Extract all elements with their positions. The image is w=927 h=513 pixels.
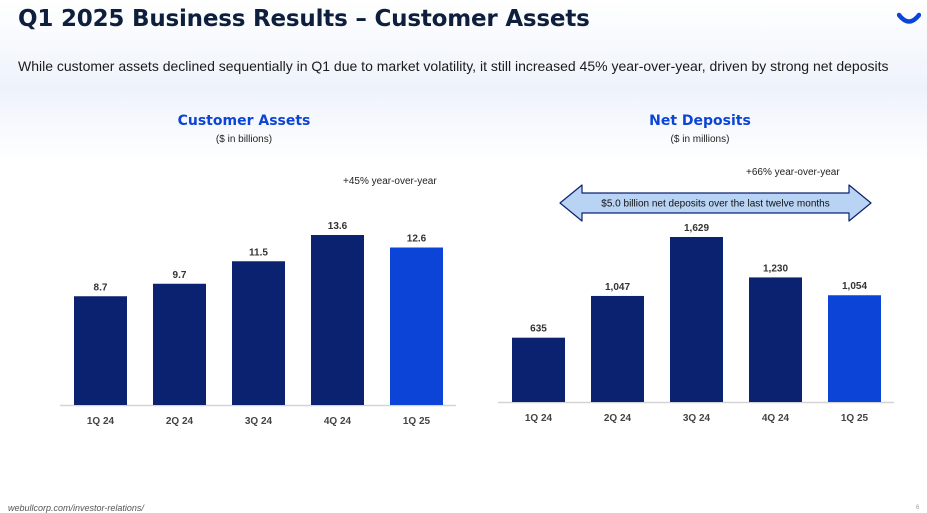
customer-assets-value-label: 11.5 [249, 247, 268, 258]
net-deposits-chart-unit: ($ in millions) [670, 134, 730, 145]
net-deposits-bar [828, 295, 881, 402]
footer-url[interactable]: webullcorp.com/investor-relations/ [8, 503, 144, 513]
net-deposits-value-label: 1,629 [684, 223, 709, 234]
net-deposits-category-label: 1Q 25 [841, 413, 869, 424]
customer-assets-category-label: 1Q 25 [403, 416, 431, 427]
customer-assets-category-label: 2Q 24 [166, 416, 194, 427]
net-deposits-category-label: 1Q 24 [525, 413, 553, 424]
customer-assets-bar [153, 283, 206, 405]
customer-assets-bar [390, 247, 443, 405]
net-deposits-value-label: 1,054 [842, 281, 867, 292]
net-deposits-bar [749, 277, 802, 402]
customer-assets-chart-unit: ($ in billions) [215, 134, 273, 145]
customer-assets-value-label: 13.6 [328, 221, 348, 232]
net-deposits-category-label: 2Q 24 [604, 413, 632, 424]
customer-assets-category-label: 3Q 24 [245, 416, 273, 427]
net-deposits-chart-title: Net Deposits [649, 113, 751, 129]
ltm-net-deposits-callout-text: $5.0 billion net deposits over the last … [601, 199, 829, 210]
net-deposits-bar [670, 237, 723, 402]
customer-assets-value-label: 8.7 [94, 282, 108, 293]
net-deposits-value-label: 1,047 [605, 282, 630, 293]
page-subtitle: While customer assets declined sequentia… [18, 58, 889, 74]
customer-assets-chart: 8.7 1Q 24 9.7 2Q 24 11.5 3Q 24 13.6 4Q 24 12.6 1Q… [60, 221, 456, 427]
ltm-net-deposits-callout-arrow [559, 184, 872, 222]
page-title: Q1 2025 Business Results – Customer Asse… [18, 6, 590, 32]
customer-assets-category-label: 4Q 24 [324, 416, 352, 427]
page-number: 6 [916, 505, 920, 511]
customer-assets-value-label: 9.7 [173, 270, 187, 281]
net-deposits-chart: 635 1Q 24 1,047 2Q 24 1,629 3Q 24 1,230 4Q 24 1,… [498, 184, 894, 424]
customer-assets-bar [74, 296, 127, 405]
webull-logo-icon [897, 12, 921, 24]
net-deposits-value-label: 635 [530, 324, 547, 335]
customer-assets-chart-title: Customer Assets [177, 113, 311, 129]
header-background [0, 0, 927, 160]
customer-assets-category-label: 1Q 24 [87, 416, 115, 427]
net-deposits-category-label: 3Q 24 [683, 413, 711, 424]
customer-assets-yoy-annotation: +45% year-over-year [343, 176, 437, 187]
customer-assets-bar [232, 261, 285, 405]
customer-assets-bar [311, 235, 364, 405]
net-deposits-bar [512, 337, 565, 402]
net-deposits-bar [591, 295, 644, 402]
customer-assets-value-label: 12.6 [407, 234, 427, 245]
net-deposits-yoy-annotation: +66% year-over-year [746, 167, 840, 178]
net-deposits-value-label: 1,230 [763, 263, 788, 274]
net-deposits-category-label: 4Q 24 [762, 413, 790, 424]
